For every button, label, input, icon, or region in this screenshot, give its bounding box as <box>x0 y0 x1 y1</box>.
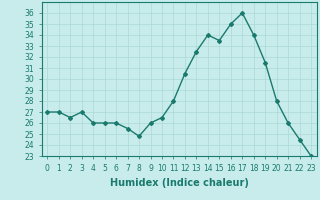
X-axis label: Humidex (Indice chaleur): Humidex (Indice chaleur) <box>110 178 249 188</box>
